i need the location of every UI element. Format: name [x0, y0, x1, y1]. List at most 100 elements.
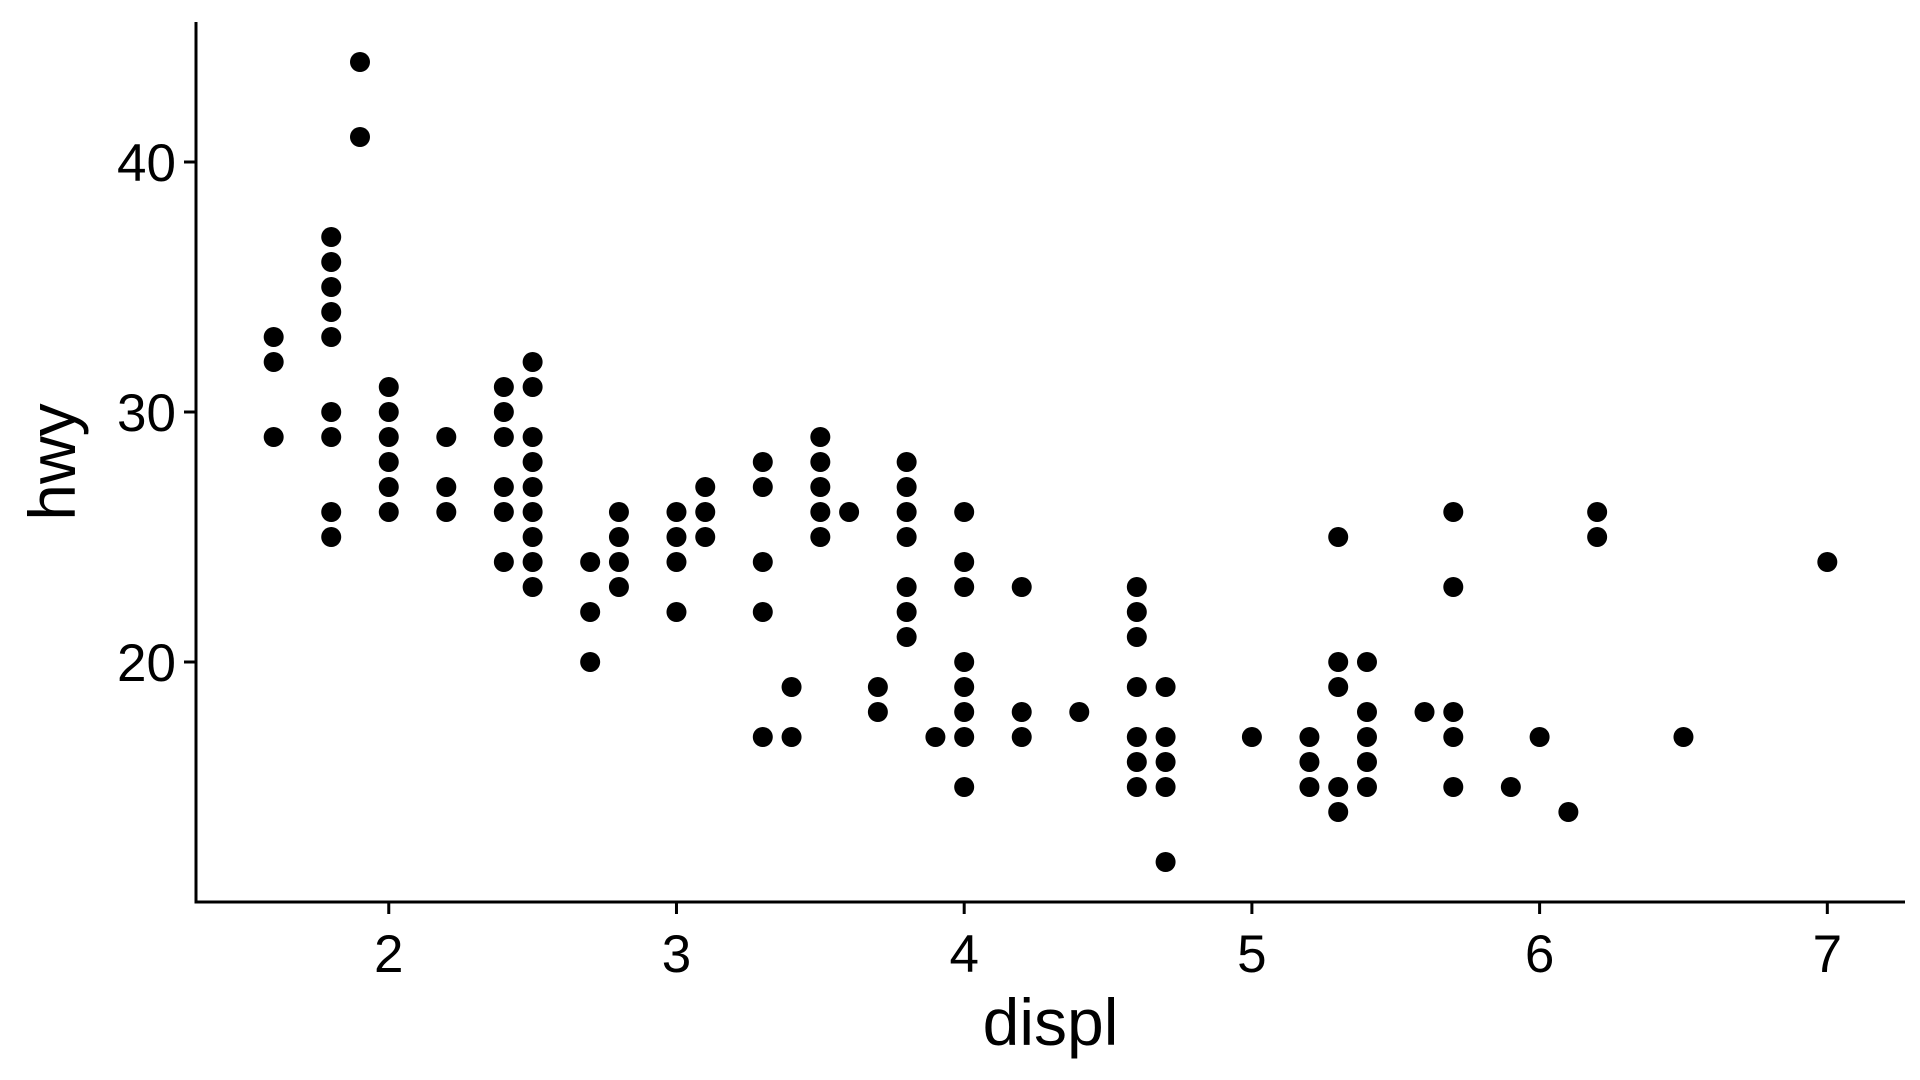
data-point — [810, 477, 831, 497]
data-point — [695, 477, 716, 497]
data-point — [896, 477, 917, 497]
data-point — [321, 277, 342, 297]
data-point — [1155, 777, 1176, 797]
data-point — [1155, 852, 1176, 872]
data-point — [378, 502, 399, 522]
data-point — [608, 527, 629, 547]
data-point — [1011, 702, 1032, 722]
data-point — [954, 652, 975, 672]
data-point — [1328, 527, 1349, 547]
data-point — [752, 477, 773, 497]
data-point — [493, 402, 514, 422]
data-point — [1558, 802, 1579, 822]
data-points — [263, 52, 1838, 872]
data-point — [781, 677, 802, 697]
data-point — [1299, 777, 1320, 797]
data-point — [1587, 527, 1608, 547]
data-point — [1529, 727, 1550, 747]
data-point — [522, 577, 543, 597]
data-point — [580, 602, 601, 622]
data-point — [493, 552, 514, 572]
data-point — [493, 502, 514, 522]
data-point — [1126, 777, 1147, 797]
y-tick-label: 30 — [117, 384, 176, 443]
data-point — [896, 527, 917, 547]
data-point — [781, 727, 802, 747]
data-point — [436, 477, 457, 497]
x-tick-label: 6 — [1525, 925, 1554, 984]
data-point — [1155, 677, 1176, 697]
data-point — [263, 427, 284, 447]
data-point — [1069, 702, 1090, 722]
data-point — [1356, 727, 1377, 747]
data-point — [896, 577, 917, 597]
data-point — [1356, 702, 1377, 722]
data-point — [1011, 577, 1032, 597]
data-point — [580, 552, 601, 572]
data-point — [1500, 777, 1521, 797]
data-point — [493, 477, 514, 497]
data-point — [752, 602, 773, 622]
data-point — [436, 502, 457, 522]
y-axis-title: hwy — [15, 403, 89, 520]
data-point — [1328, 777, 1349, 797]
data-point — [810, 452, 831, 472]
data-point — [378, 477, 399, 497]
data-point — [1587, 502, 1608, 522]
data-point — [608, 577, 629, 597]
data-point — [1356, 777, 1377, 797]
data-point — [321, 227, 342, 247]
data-point — [954, 577, 975, 597]
data-point — [867, 677, 888, 697]
data-point — [1817, 552, 1838, 572]
data-point — [752, 727, 773, 747]
data-point — [1443, 727, 1464, 747]
data-point — [378, 427, 399, 447]
data-point — [321, 402, 342, 422]
data-point — [1126, 577, 1147, 597]
y-tick-label: 20 — [117, 634, 176, 693]
data-point — [522, 452, 543, 472]
data-point — [810, 527, 831, 547]
data-point — [263, 327, 284, 347]
data-point — [810, 502, 831, 522]
x-tick-label: 3 — [662, 925, 691, 984]
data-point — [1126, 677, 1147, 697]
data-point — [1443, 777, 1464, 797]
data-point — [1443, 502, 1464, 522]
data-point — [1155, 727, 1176, 747]
data-point — [1126, 602, 1147, 622]
data-point — [1126, 727, 1147, 747]
data-point — [493, 427, 514, 447]
data-point — [522, 477, 543, 497]
y-axis-ticks: 20 30 40 — [117, 134, 196, 693]
data-point — [954, 727, 975, 747]
data-point — [321, 427, 342, 447]
data-point — [522, 377, 543, 397]
data-point — [1443, 702, 1464, 722]
data-point — [1241, 727, 1262, 747]
data-point — [321, 252, 342, 272]
y-tick-label: 40 — [117, 134, 176, 193]
data-point — [954, 777, 975, 797]
data-point — [436, 427, 457, 447]
data-point — [954, 502, 975, 522]
x-tick-label: 5 — [1237, 925, 1266, 984]
data-point — [1126, 752, 1147, 772]
data-point — [666, 502, 687, 522]
x-tick-label: 2 — [374, 925, 403, 984]
data-point — [378, 402, 399, 422]
data-point — [954, 552, 975, 572]
data-point — [522, 527, 543, 547]
data-point — [378, 377, 399, 397]
data-point — [1299, 727, 1320, 747]
x-tick-label: 4 — [949, 925, 978, 984]
data-point — [752, 552, 773, 572]
data-point — [896, 602, 917, 622]
data-point — [810, 427, 831, 447]
data-point — [666, 602, 687, 622]
data-point — [522, 427, 543, 447]
data-point — [839, 502, 860, 522]
data-point — [896, 627, 917, 647]
